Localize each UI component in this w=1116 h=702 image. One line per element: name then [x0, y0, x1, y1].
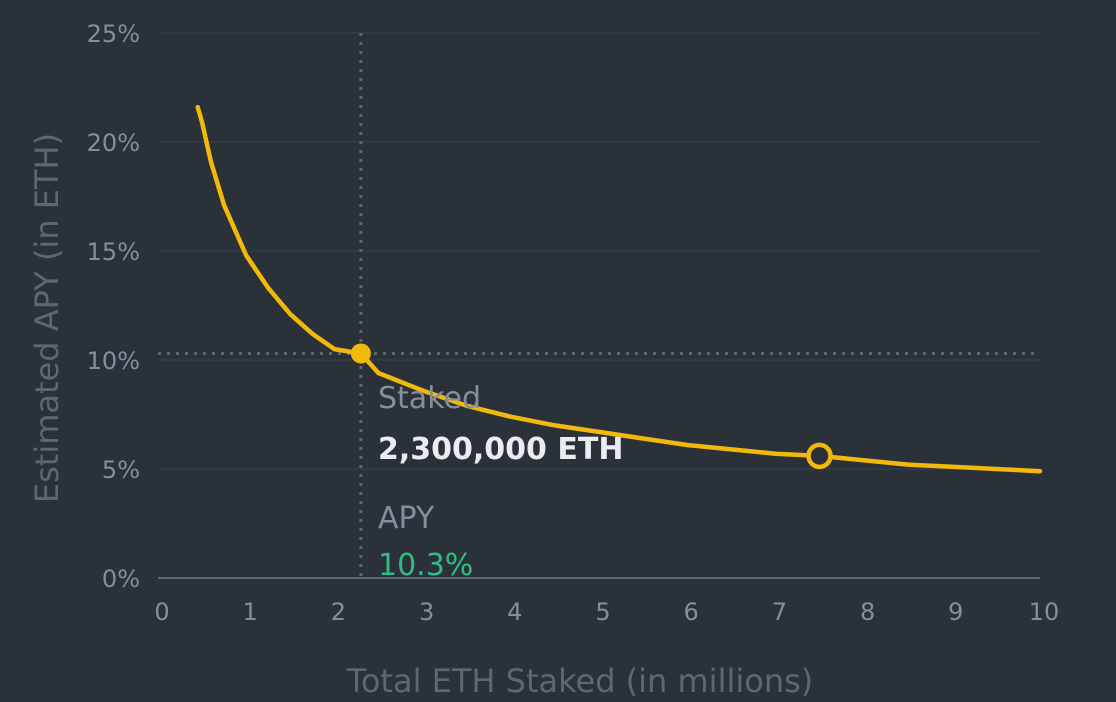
- x-tick-label: 3: [419, 598, 434, 626]
- tooltip-staked-value: 2,300,000 ETH: [378, 432, 623, 467]
- x-tick-label: 4: [507, 598, 522, 626]
- x-tick-label: 10: [1029, 598, 1060, 626]
- y-tick-label: 10%: [87, 347, 140, 375]
- x-tick-label: 9: [948, 598, 963, 626]
- tick-labels: 0% 5% 10% 15% 20% 25% 0 1 2 3 4 5 6 7 8 9 10: [87, 20, 1060, 626]
- x-tick-label: 7: [772, 598, 787, 626]
- x-tick-label: 5: [595, 598, 610, 626]
- tooltip-staked-label: Staked: [378, 381, 481, 416]
- tooltip-apy-value: 10.3%: [378, 548, 473, 583]
- apy-curve: [195, 104, 1043, 474]
- y-axis-title: Estimated APY (in ETH): [28, 133, 66, 503]
- crosshair: [158, 33, 1040, 578]
- y-tick-label: 25%: [87, 20, 140, 48]
- x-tick-label: 6: [684, 598, 699, 626]
- y-tick-label: 5%: [102, 456, 140, 484]
- x-tick-label: 1: [243, 598, 258, 626]
- y-tick-label: 0%: [102, 565, 140, 593]
- y-tick-label: 15%: [87, 238, 140, 266]
- selected-point[interactable]: [350, 343, 371, 364]
- points-layer: [350, 343, 833, 470]
- marker-point[interactable]: [806, 442, 833, 470]
- y-tick-label: 20%: [87, 129, 140, 157]
- x-tick-label: 8: [860, 598, 875, 626]
- x-tick-label: 0: [154, 598, 169, 626]
- series-layer: [195, 104, 1043, 474]
- x-tick-label: 2: [331, 598, 346, 626]
- tooltip-apy-label: APY: [378, 501, 435, 536]
- grid-layer: [158, 32, 1040, 579]
- x-axis-title: Total ETH Staked (in millions): [346, 662, 814, 700]
- tooltip: Staked 2,300,000 ETH APY 10.3%: [378, 381, 623, 583]
